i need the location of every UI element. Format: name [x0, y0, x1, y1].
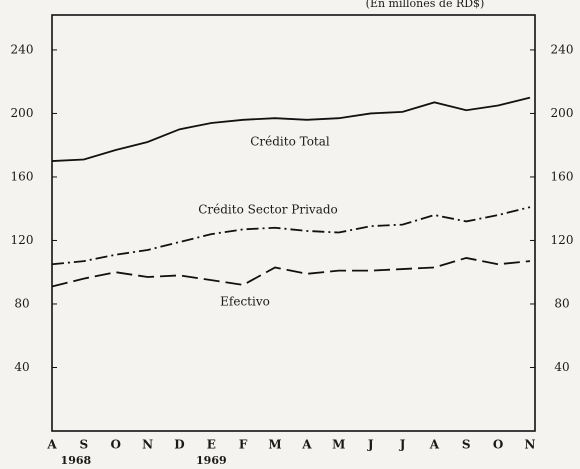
x-tick-label: O	[493, 438, 503, 452]
x-tick-label: E	[207, 438, 216, 452]
series-line	[51, 206, 531, 266]
x-tick-label: D	[174, 438, 184, 452]
x-tick-label: M	[268, 438, 281, 452]
y-tick-label: 40	[14, 360, 29, 374]
y2-tick-label: 120	[551, 233, 574, 247]
x-tick-label: A	[301, 438, 312, 452]
x-tick-label: F	[239, 438, 248, 452]
x-tick-label: A	[429, 438, 440, 452]
y-tick-label: 240	[11, 42, 34, 56]
x-tick-label: A	[46, 438, 57, 452]
y-tick-label: 160	[11, 169, 34, 183]
year-label: 1968	[61, 454, 92, 467]
series-line	[51, 257, 531, 288]
x-tick-label: N	[525, 438, 536, 452]
x-tick-label: M	[332, 438, 345, 452]
y-tick-label: 200	[11, 106, 34, 120]
x-tick-label: O	[111, 438, 121, 452]
x-tick-label: N	[142, 438, 153, 452]
y2-tick-label: 200	[551, 106, 574, 120]
x-tick-label: J	[399, 438, 406, 452]
x-tick-label: S	[80, 438, 89, 452]
year-label: 1969	[196, 454, 227, 467]
y2-tick-label: 80	[554, 296, 569, 310]
series-label: Crédito Total	[250, 135, 330, 149]
y2-tick-label: 240	[551, 42, 574, 56]
plot-frame	[51, 14, 536, 432]
y2-tick-label: 40	[554, 360, 569, 374]
chart-subtitle: (En millones de RD$)	[366, 0, 485, 10]
series-label: Efectivo	[220, 295, 270, 309]
series-line	[51, 96, 531, 162]
series-label: Crédito Sector Privado	[198, 203, 338, 217]
x-tick-label: J	[367, 438, 374, 452]
x-tick-label: S	[462, 438, 471, 452]
y-tick-label: 80	[14, 296, 29, 310]
y-tick-label: 120	[11, 233, 34, 247]
y2-tick-label: 160	[551, 169, 574, 183]
